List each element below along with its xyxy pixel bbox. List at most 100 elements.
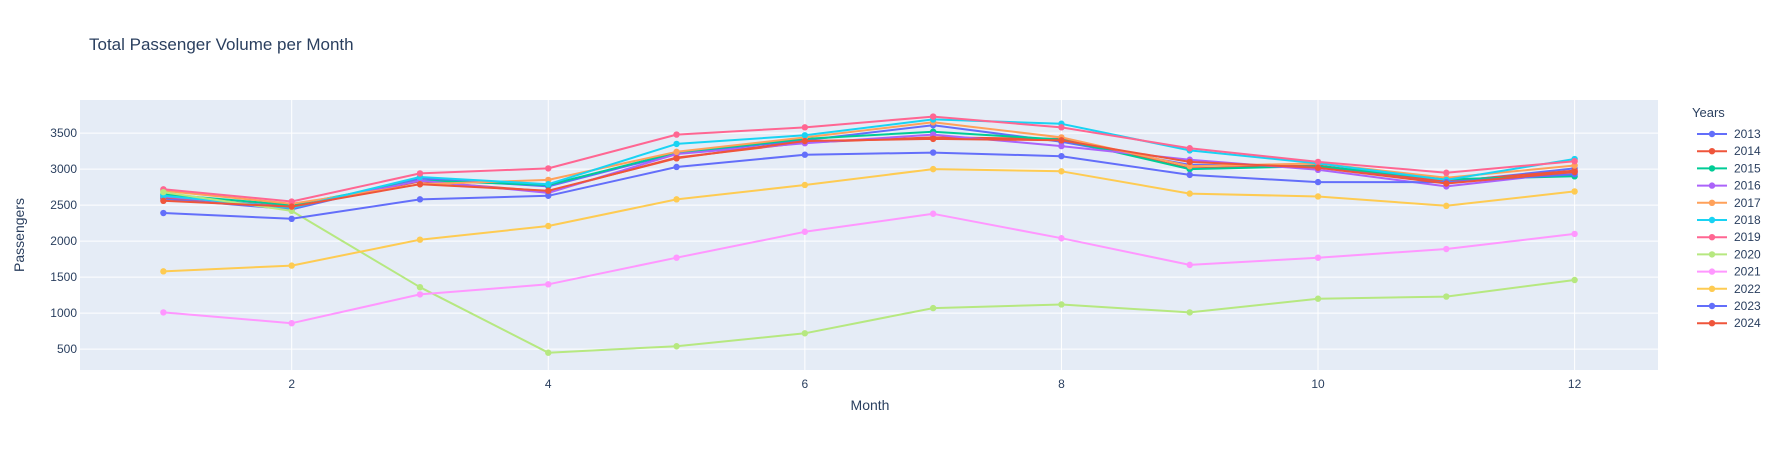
series-line [163, 115, 1575, 203]
series-line [163, 151, 1575, 220]
y-tick-label: 1000 [50, 306, 77, 320]
legend-swatch-marker [1708, 216, 1716, 224]
series-line [163, 168, 1575, 273]
x-axis-ticks: 2 4 6 8 10 12 [288, 377, 1581, 391]
data-point [1314, 158, 1322, 166]
data-point [1058, 124, 1065, 131]
data-point [545, 281, 552, 288]
data-point [1443, 245, 1450, 253]
data-point [673, 196, 680, 203]
legend-swatch-marker [1708, 302, 1716, 310]
data-point [1058, 137, 1065, 144]
plot-area [80, 100, 1658, 370]
data-point [416, 236, 424, 243]
data-point [288, 198, 295, 205]
series-2020 [160, 188, 1578, 356]
y-tick-label: 2500 [50, 198, 77, 212]
legend-swatch-marker [1708, 285, 1716, 292]
data-point [1058, 235, 1065, 242]
legend-item: 2018 [1697, 213, 1761, 227]
data-point [801, 151, 809, 158]
data-point [288, 320, 295, 327]
data-point [1443, 202, 1450, 210]
data-point [673, 155, 680, 162]
legend-item: 2024 [1697, 316, 1761, 330]
data-point [929, 210, 937, 217]
data-point [1186, 261, 1193, 269]
data-point [801, 132, 809, 139]
series-2019 [160, 113, 1578, 205]
legend-item: 2023 [1697, 299, 1761, 313]
legend-title: Years [1692, 105, 1725, 120]
data-point [1186, 190, 1193, 197]
data-point [1186, 309, 1193, 316]
data-point [1058, 301, 1065, 308]
legend-item: 2014 [1697, 144, 1761, 158]
legend-label: 2023 [1734, 299, 1761, 313]
data-point [1571, 276, 1578, 284]
data-point [801, 124, 809, 131]
y-tick-label: 1500 [50, 270, 77, 284]
legend-label: 2018 [1734, 213, 1761, 227]
legend-label: 2024 [1734, 316, 1761, 330]
legend-swatch-marker [1708, 182, 1716, 189]
data-point [1443, 293, 1450, 300]
legend-item: 2013 [1697, 127, 1761, 141]
series-2021 [160, 210, 1578, 327]
legend-label: 2017 [1734, 196, 1761, 210]
legend: Years 2013 2014 2015 2016 2017 2018 2019 2020 20… [1692, 105, 1761, 330]
y-tick-label: 3000 [50, 162, 77, 176]
legend-swatch-marker [1708, 199, 1716, 206]
legend-swatch-marker [1708, 268, 1716, 275]
data-point [673, 131, 680, 138]
data-point [673, 148, 680, 156]
data-point [416, 196, 424, 203]
series-line [163, 212, 1575, 325]
data-point [1058, 168, 1065, 175]
data-point [1314, 178, 1322, 186]
series-2024 [160, 135, 1578, 210]
data-point [160, 188, 167, 196]
data-point [673, 343, 680, 350]
data-point [288, 215, 295, 222]
data-point [801, 137, 809, 145]
data-point [801, 330, 809, 337]
x-axis-title: Month [851, 397, 890, 413]
legend-swatch-marker [1708, 234, 1716, 241]
data-point [801, 181, 809, 189]
legend-label: 2020 [1734, 247, 1761, 261]
legend-swatch-marker [1708, 320, 1716, 327]
series-2022 [160, 165, 1578, 275]
legend-label: 2014 [1734, 144, 1761, 158]
series-line [163, 118, 1575, 209]
data-point [673, 163, 680, 171]
data-point [1186, 158, 1193, 166]
data-point [801, 228, 809, 235]
x-tick-label: 4 [545, 377, 552, 391]
legend-label: 2016 [1734, 179, 1761, 193]
data-point [1571, 168, 1578, 176]
legend-label: 2013 [1734, 127, 1761, 141]
data-point [1314, 193, 1322, 200]
data-point [1571, 158, 1578, 165]
data-point [1314, 295, 1322, 302]
data-point [1571, 188, 1578, 195]
series-line [163, 133, 1575, 209]
legend-label: 2015 [1734, 161, 1761, 175]
data-point [416, 284, 424, 291]
x-tick-label: 10 [1311, 377, 1325, 391]
data-point [288, 262, 295, 269]
legend-swatch-marker [1708, 130, 1716, 138]
series-group [160, 113, 1578, 356]
legend-label: 2021 [1734, 265, 1761, 279]
data-point [929, 149, 937, 156]
legend-item: 2022 [1697, 282, 1761, 296]
legend-swatch-marker [1708, 165, 1716, 172]
data-point [1314, 164, 1322, 171]
data-point [1186, 171, 1193, 179]
legend-item: 2021 [1697, 265, 1761, 279]
data-point [160, 209, 167, 217]
data-point [1186, 145, 1193, 152]
data-point [288, 203, 295, 210]
